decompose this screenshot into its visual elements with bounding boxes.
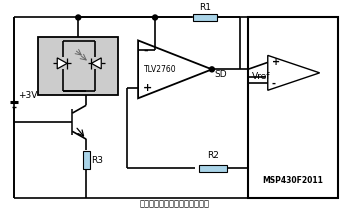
Bar xyxy=(248,17,338,198)
Text: MSP430F2011: MSP430F2011 xyxy=(262,176,323,185)
Text: 图一　煙霧偉測器的系統方塊圖: 图一 煙霧偉測器的系統方塊圖 xyxy=(140,199,210,208)
Text: R1: R1 xyxy=(199,3,211,12)
Bar xyxy=(199,165,227,172)
Text: Vref: Vref xyxy=(252,72,270,81)
Polygon shape xyxy=(138,41,212,98)
Circle shape xyxy=(209,67,215,72)
Text: TLV2760: TLV2760 xyxy=(144,65,177,74)
Text: -: - xyxy=(272,78,276,88)
Polygon shape xyxy=(57,58,67,69)
Text: +: + xyxy=(143,83,152,93)
Bar xyxy=(193,14,217,21)
Circle shape xyxy=(153,15,158,20)
Text: R3: R3 xyxy=(91,156,103,165)
Bar xyxy=(83,151,90,169)
Text: +: + xyxy=(272,57,280,67)
Text: -: - xyxy=(143,45,148,55)
Circle shape xyxy=(76,15,81,20)
Polygon shape xyxy=(268,55,320,90)
Bar xyxy=(38,37,118,95)
Polygon shape xyxy=(91,58,101,69)
Text: +3V: +3V xyxy=(19,91,38,100)
Text: R2: R2 xyxy=(207,151,219,160)
Text: SD: SD xyxy=(214,70,226,79)
